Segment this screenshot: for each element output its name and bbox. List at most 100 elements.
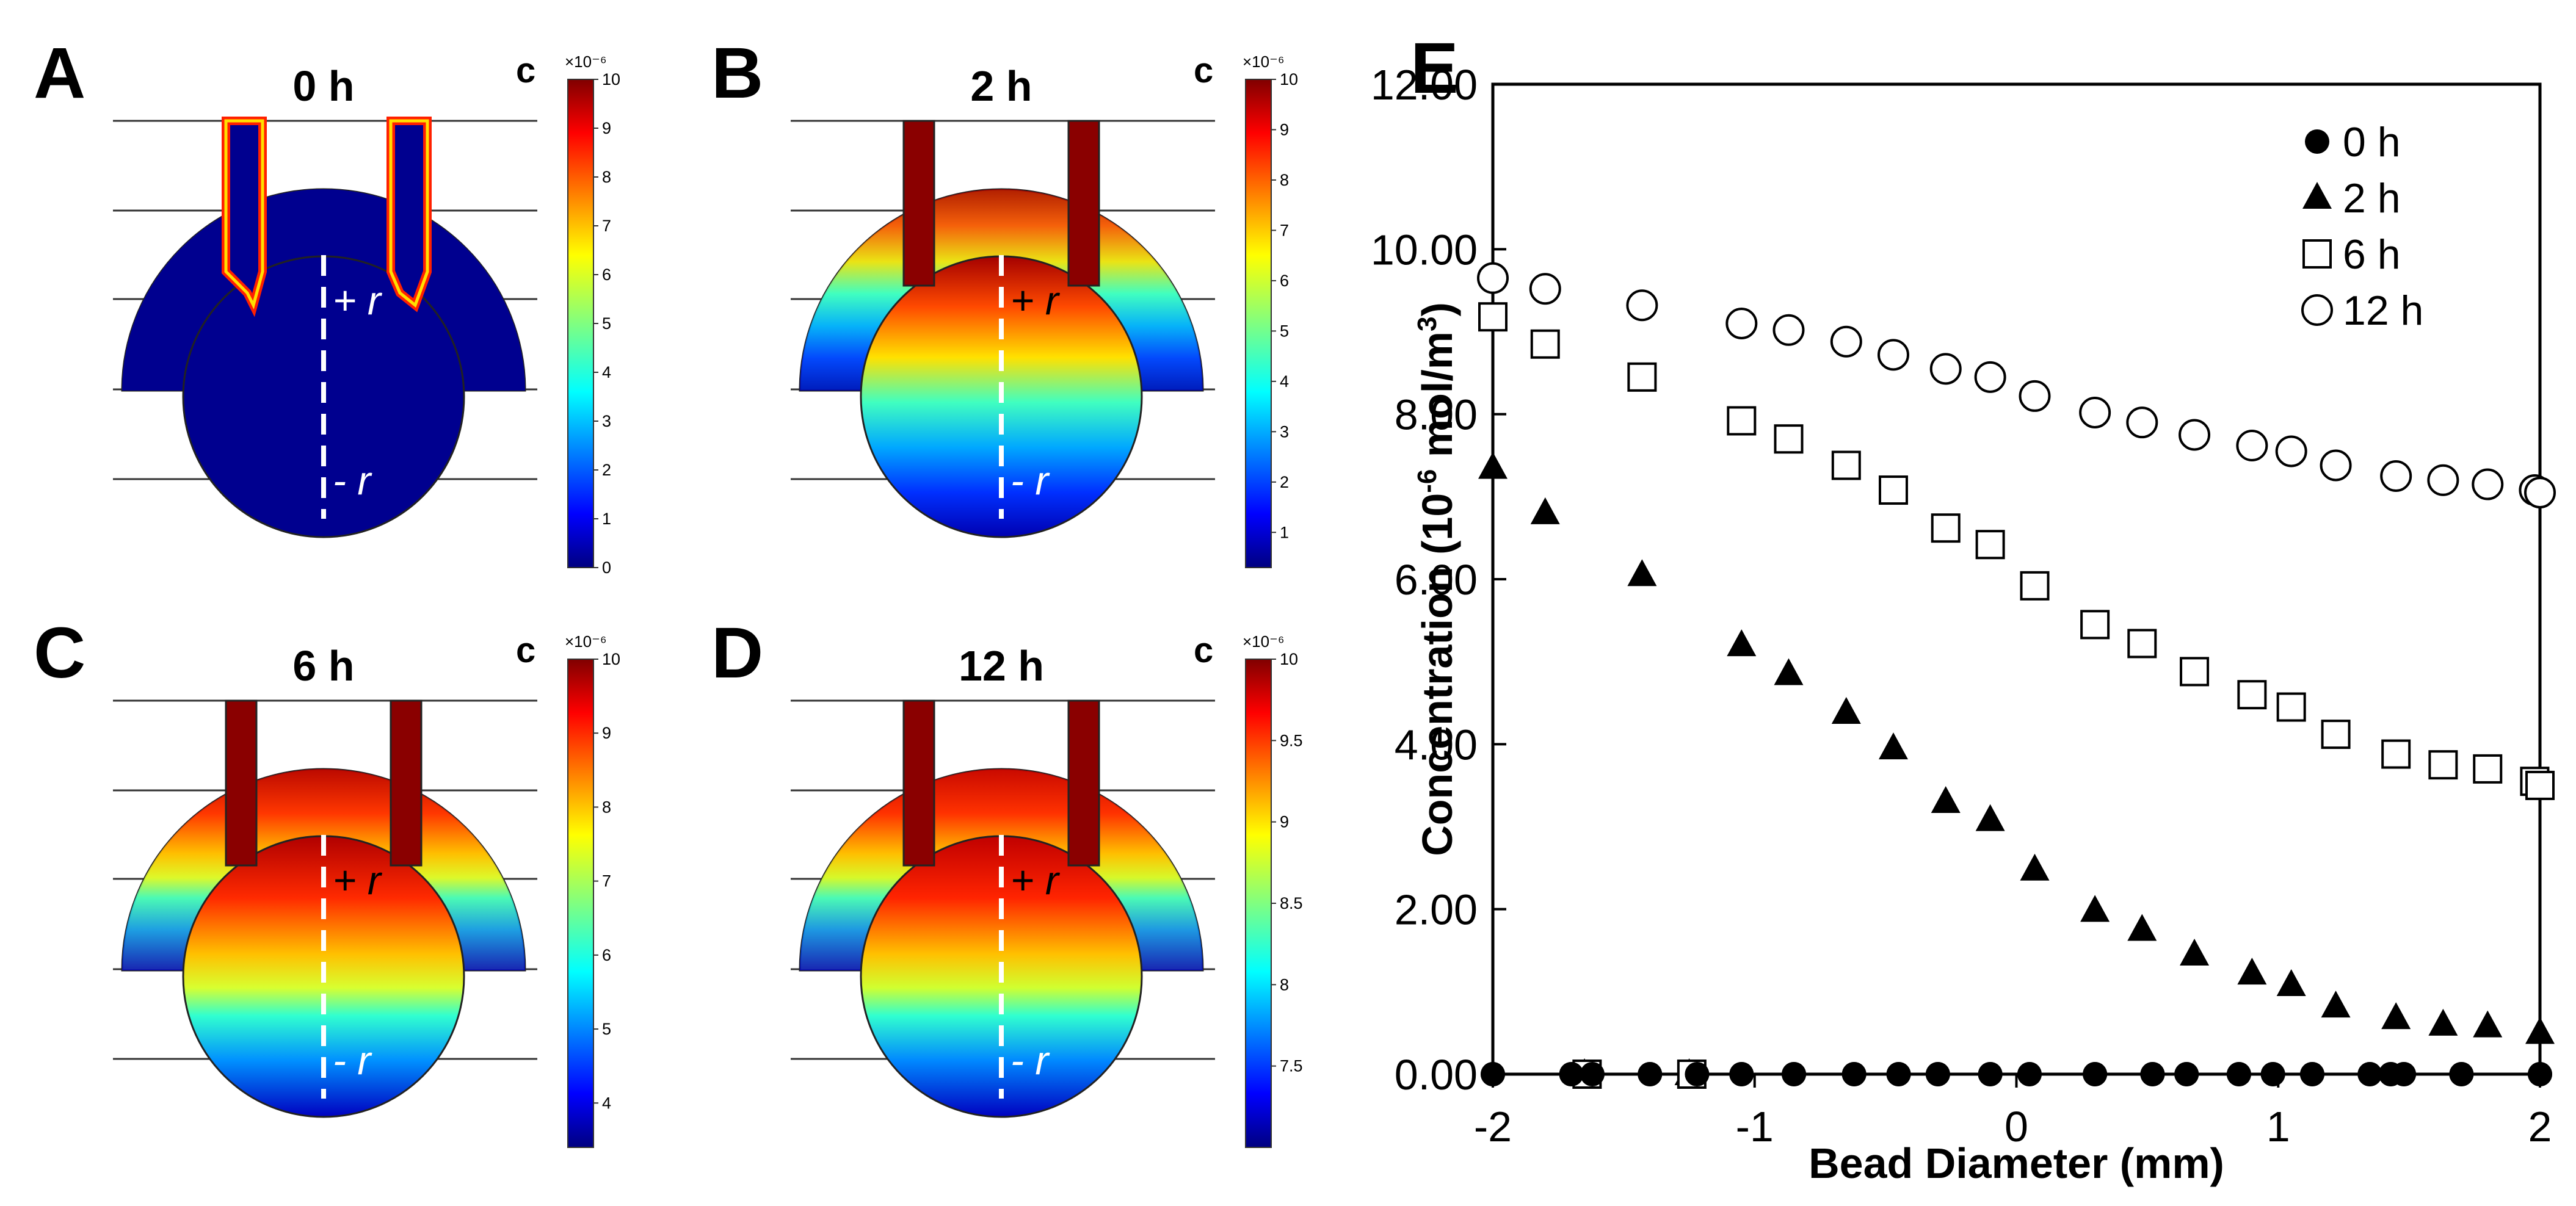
data-point-2h — [1727, 629, 1757, 657]
colorbar-tick-label: 7 — [602, 217, 611, 235]
data-point-0h — [1559, 1062, 1584, 1086]
data-point-12h — [2126, 406, 2158, 439]
colorbar-tick-label: 10 — [602, 650, 620, 668]
colorbar-tick-label: 7 — [1280, 221, 1289, 239]
colorbar-tick-label: 9 — [1280, 120, 1289, 139]
data-point-0h — [2299, 1062, 2324, 1086]
colorbar-exponent: ×10⁻⁶ — [565, 52, 607, 71]
panel-letter: C — [34, 613, 85, 693]
data-point-12h — [1725, 307, 1758, 339]
colorbar-tick-label: 9 — [602, 724, 611, 742]
data-point-6h — [1878, 475, 1908, 505]
legend-marker — [2302, 239, 2332, 269]
y-axis-label-part: -6 — [1412, 469, 1442, 493]
data-point-12h — [2524, 477, 2556, 509]
data-point-6h — [2180, 657, 2210, 687]
y-tick-label: 4.00 — [1395, 721, 1478, 768]
x-tick-label: 0 — [2005, 1103, 2028, 1150]
colorbar-tick-label: 10 — [1280, 70, 1298, 88]
data-point-0h — [2226, 1062, 2251, 1086]
data-point-12h — [2236, 430, 2268, 462]
colorbar-title: c — [516, 630, 535, 670]
colorbar-tick-label: 9 — [1280, 813, 1289, 831]
data-point-0h — [1978, 1062, 2003, 1086]
colorbar-exponent: ×10⁻⁶ — [1243, 632, 1285, 651]
colorbar-tick-label: 4 — [602, 1094, 611, 1112]
data-point-12h — [1477, 262, 1509, 294]
legend-marker — [2305, 129, 2329, 154]
data-point-12h — [2179, 419, 2211, 451]
legend-marker — [2301, 294, 2333, 326]
x-tick-label: 2 — [2528, 1103, 2552, 1150]
data-point-0h — [1685, 1062, 1710, 1086]
data-point-2h — [2127, 914, 2157, 941]
panel-letter: B — [711, 33, 763, 114]
axis-label-plus: + r — [1010, 278, 1061, 323]
data-point-0h — [2140, 1062, 2165, 1086]
data-point-6h — [2321, 720, 2351, 749]
colorbar-tick-label: 2 — [602, 461, 611, 479]
data-point-0h — [1782, 1062, 1807, 1086]
panel-b: B 2 h + r - r c ×10⁻⁶10 9 8 7 6 5 4 3 2 1 — [711, 33, 1298, 568]
data-point-2h — [2080, 895, 2110, 922]
data-point-2h — [1530, 497, 1560, 524]
panel-c: C 6 h + r - r c ×10⁻⁶10 9 8 7 6 5 4 — [34, 613, 620, 1148]
colorbar-title: c — [1194, 51, 1213, 90]
colorbar-tick-label: 7.5 — [1280, 1057, 1303, 1075]
data-point-6h — [1627, 362, 1657, 392]
data-point-0h — [2083, 1062, 2108, 1086]
colorbar — [567, 79, 594, 568]
colorbar-tick-label: 9.5 — [1280, 731, 1303, 749]
data-point-6h — [2473, 754, 2503, 784]
colorbar-tick-label: 3 — [1280, 422, 1289, 441]
panel-letter: E — [1410, 28, 1459, 109]
data-point-12h — [1626, 289, 1658, 322]
channel — [902, 120, 935, 287]
y-tick-label: 8.00 — [1395, 391, 1478, 439]
panel-letter: D — [711, 613, 763, 693]
y-tick-label: 0.00 — [1395, 1051, 1478, 1099]
panel-letter: A — [34, 33, 85, 114]
data-point-0h — [1638, 1062, 1663, 1086]
colorbar-tick-label: 7 — [602, 872, 611, 890]
colorbar-tick-label: 8 — [1280, 975, 1289, 994]
x-tick-label: 1 — [2266, 1103, 2290, 1150]
data-point-2h — [1627, 559, 1657, 587]
x-tick-label: -1 — [1736, 1103, 1774, 1150]
data-point-12h — [1929, 353, 1962, 385]
colorbar-tick-label: 8 — [602, 168, 611, 186]
data-point-0h — [2174, 1062, 2199, 1086]
data-point-2h — [1774, 658, 1804, 685]
colorbar-tick-label: 5 — [1280, 322, 1289, 340]
data-point-6h — [2428, 750, 2458, 780]
legend-label: 12 h — [2343, 287, 2423, 334]
colorbar-exponent: ×10⁻⁶ — [1243, 52, 1285, 71]
colorbar — [1245, 659, 1272, 1148]
chart-panel-e: E 0.00 2.00 4.00 6.00 8.00 10.00 12.00 -2 -1 0 1 2 Be… — [1371, 28, 2556, 1187]
data-point-2h — [2180, 939, 2210, 966]
legend-marker — [2302, 182, 2332, 209]
data-point-0h — [1841, 1062, 1867, 1086]
channel-edge — [224, 119, 264, 309]
colorbar-tick-label: 2 — [1280, 473, 1289, 491]
colorbar-tick-label: 5 — [602, 1020, 611, 1038]
axis-label-plus: + r — [333, 858, 383, 903]
data-point-0h — [2017, 1062, 2042, 1086]
data-point-12h — [2275, 435, 2307, 468]
y-axis-label-part: ) — [1413, 302, 1461, 316]
colorbar-tick-label: 8 — [1280, 171, 1289, 189]
legend-label: 6 h — [2343, 231, 2401, 278]
data-point-2h — [2020, 853, 2050, 881]
data-point-2h — [2525, 1017, 2555, 1044]
data-point-6h — [2381, 739, 2411, 769]
colorbar-tick-label: 4 — [602, 363, 611, 381]
data-point-6h — [1931, 513, 1961, 543]
colorbar-tick-label: 3 — [602, 412, 611, 430]
panel-time-title: 2 h — [970, 62, 1032, 110]
x-axis-label: Bead Diameter (mm) — [1809, 1139, 2224, 1187]
colorbar-tick-label: 10 — [602, 70, 620, 88]
data-point-2h — [2381, 1002, 2411, 1030]
data-point-0h — [1481, 1062, 1505, 1086]
y-axis-label-part: Concentration (10 — [1413, 493, 1461, 856]
